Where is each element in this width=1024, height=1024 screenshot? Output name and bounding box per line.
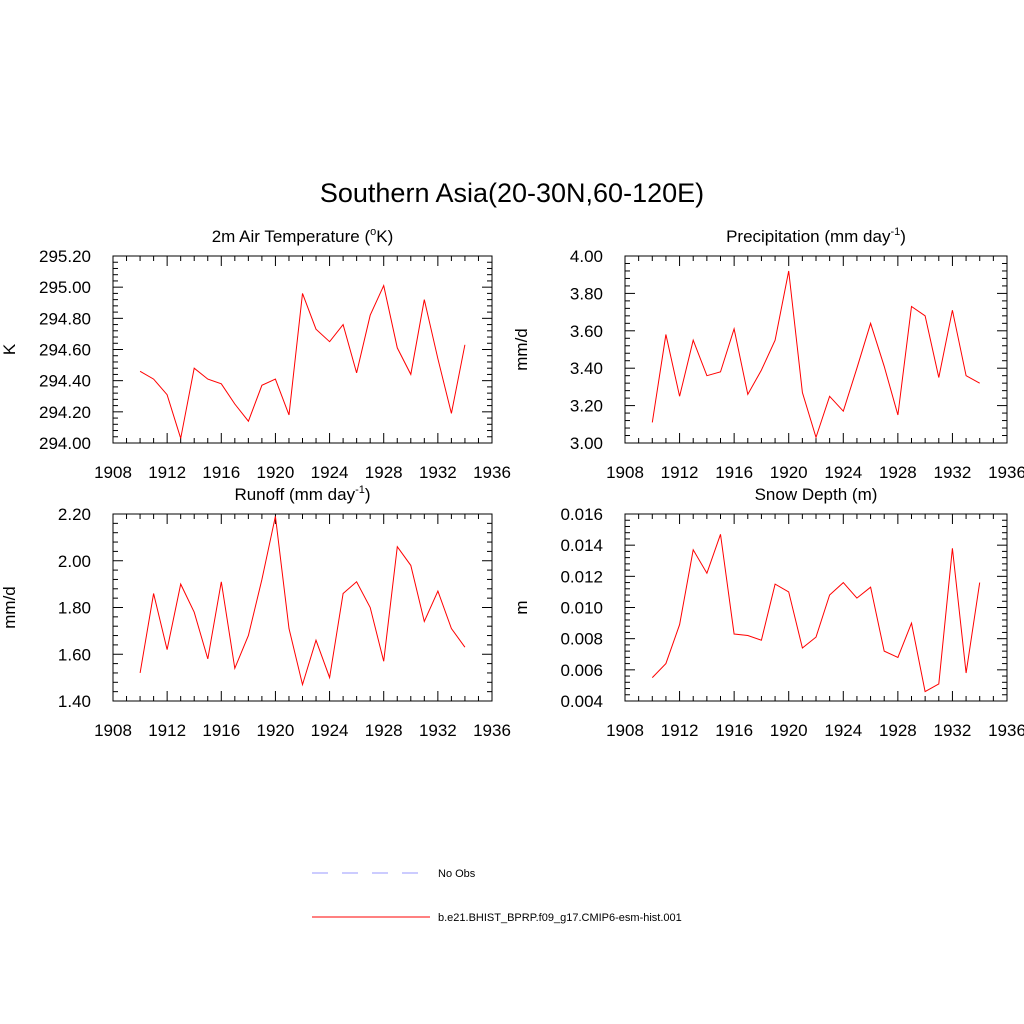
x-tick-label: 1912: [148, 721, 186, 740]
x-tick-label: 1928: [879, 463, 917, 482]
panel-2: Precipitation (mm day-1) mm/d 1908 1912 1916…: [512, 226, 1024, 482]
y-tick-label: 1.80: [58, 599, 91, 618]
x-tick-label: 1908: [94, 463, 132, 482]
y-tick-label: 2.00: [58, 552, 91, 571]
x-tick-label: 1916: [715, 463, 753, 482]
legend-entry-1: No Obs: [312, 868, 476, 880]
x-tick-label: 1924: [824, 721, 862, 740]
series-line-1: [651, 270, 980, 440]
y-axis-label: mm/d: [512, 328, 531, 371]
panel-title-superscript: -1: [890, 226, 900, 238]
series-line-1: [651, 534, 981, 693]
x-tick-label: 1928: [879, 721, 917, 740]
panel-title-text: 2m Air Temperature (: [212, 227, 371, 246]
panel-title: Precipitation (mm day-1): [726, 226, 906, 246]
legend-label: b.e21.BHIST_BPRP.f09_g17.CMIP6-esm-hist.…: [438, 912, 682, 924]
legend-label: No Obs: [438, 868, 476, 880]
x-tick-label: 1932: [419, 463, 457, 482]
panel-4: Snow Depth (m) m 1908 1912 1916 1920 1924 1928 1…: [512, 485, 1024, 740]
x-tick-label: 1932: [419, 721, 457, 740]
x-tick-label: 1920: [770, 463, 808, 482]
y-axis-label: m: [512, 600, 531, 614]
panel-title-superscript: o: [370, 226, 376, 238]
y-tick-label: 3.60: [570, 322, 603, 341]
x-tick-label: 1908: [606, 721, 644, 740]
x-tick-label: 1908: [606, 463, 644, 482]
figure-title: Southern Asia(20-30N,60-120E): [320, 178, 704, 208]
y-tick-label: 0.016: [560, 505, 603, 524]
y-tick-label: 0.008: [560, 630, 603, 649]
panel-title-text: Precipitation (mm day: [726, 227, 891, 246]
x-tick-label: 1920: [770, 721, 808, 740]
y-tick-label: 0.012: [560, 567, 603, 586]
x-tick-label: 1920: [257, 463, 295, 482]
y-tick-label: 1.60: [58, 645, 91, 664]
x-tick-label: 1932: [934, 463, 972, 482]
x-tick-label: 1924: [824, 463, 862, 482]
y-tick-label: 295.20: [39, 247, 91, 266]
x-tick-label: 1916: [202, 463, 240, 482]
y-axis-label: mm/d: [0, 586, 19, 629]
y-tick-label: 0.010: [560, 599, 603, 618]
y-tick-label: 294.40: [39, 372, 91, 391]
x-tick-label: 1924: [311, 463, 349, 482]
y-tick-label: 1.40: [58, 692, 91, 711]
x-tick-label: 1932: [934, 721, 972, 740]
y-tick-label: 294.00: [39, 434, 91, 453]
y-tick-label: 0.006: [560, 661, 603, 680]
x-tick-label: 1924: [311, 721, 349, 740]
legend-entry-2: b.e21.BHIST_BPRP.f09_g17.CMIP6-esm-hist.…: [312, 912, 682, 924]
y-tick-label: 3.40: [570, 359, 603, 378]
panel-title-text: Runoff (mm day: [234, 485, 355, 504]
panel-1: 2m Air Temperature (oK) K 1908 1912 1916 1920…: [0, 226, 511, 482]
panel-title: 2m Air Temperature (oK): [212, 226, 394, 246]
y-tick-label: 3.00: [570, 434, 603, 453]
y-tick-label: 0.004: [560, 692, 603, 711]
y-tick-label: 294.20: [39, 403, 91, 422]
x-tick-label: 1936: [988, 463, 1024, 482]
panel-title-text-end: ): [365, 485, 371, 504]
panel-title: Snow Depth (m): [755, 485, 878, 504]
x-tick-label: 1912: [661, 721, 699, 740]
y-tick-label: 295.00: [39, 278, 91, 297]
y-tick-label: 2.20: [58, 505, 91, 524]
panel-title-superscript: -1: [355, 484, 365, 496]
y-tick-label: 3.80: [570, 284, 603, 303]
x-tick-label: 1920: [257, 721, 295, 740]
legend: No Obs b.e21.BHIST_BPRP.f09_g17.CMIP6-esm…: [312, 868, 682, 924]
panel-3: Runoff (mm day-1) mm/d 1908 1912 1916 1920 192…: [0, 484, 511, 740]
x-tick-label: 1936: [988, 721, 1024, 740]
series-line-1: [139, 516, 466, 687]
x-tick-label: 1928: [365, 463, 403, 482]
panel-title-text-end: ): [900, 227, 906, 246]
x-tick-label: 1912: [148, 463, 186, 482]
y-tick-label: 3.20: [570, 397, 603, 416]
y-tick-label: 0.014: [560, 536, 603, 555]
y-tick-label: 294.80: [39, 309, 91, 328]
x-tick-label: 1936: [473, 463, 511, 482]
panels: 2m Air Temperature (oK) K 1908 1912 1916 1920…: [0, 226, 1024, 740]
x-tick-label: 1912: [661, 463, 699, 482]
x-tick-label: 1916: [202, 721, 240, 740]
y-tick-label: 4.00: [570, 247, 603, 266]
x-tick-label: 1916: [715, 721, 753, 740]
panel-title-text-end: K): [376, 227, 393, 246]
x-tick-label: 1908: [94, 721, 132, 740]
x-tick-label: 1936: [473, 721, 511, 740]
panel-title-text: Snow Depth (m): [755, 485, 878, 504]
series-line-1: [139, 284, 466, 439]
x-tick-label: 1928: [365, 721, 403, 740]
panel-title: Runoff (mm day-1): [234, 484, 370, 504]
y-tick-label: 294.60: [39, 341, 91, 360]
y-axis-label: K: [0, 343, 19, 355]
